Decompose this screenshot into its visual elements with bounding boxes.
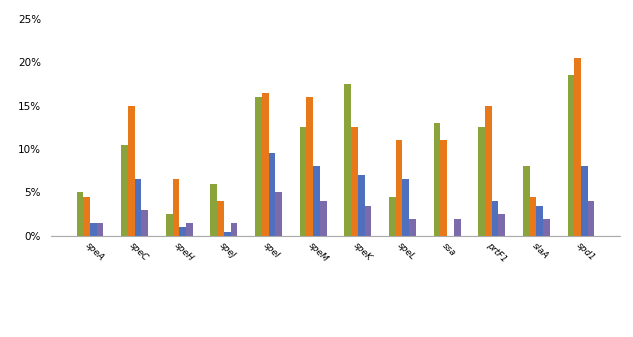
Bar xyxy=(498,214,505,236)
Bar xyxy=(268,153,275,236)
Bar xyxy=(77,192,83,236)
Bar xyxy=(358,175,365,236)
Bar xyxy=(492,201,498,236)
Bar xyxy=(97,223,103,236)
Bar xyxy=(90,223,97,236)
Bar xyxy=(224,232,230,236)
Bar xyxy=(179,227,186,236)
Bar xyxy=(441,141,447,236)
Bar xyxy=(141,210,148,236)
Bar xyxy=(396,141,403,236)
Bar xyxy=(344,84,351,236)
Bar xyxy=(230,223,237,236)
Bar xyxy=(306,97,313,236)
Bar xyxy=(217,201,224,236)
Bar xyxy=(485,105,492,236)
Bar xyxy=(574,58,581,236)
Bar xyxy=(211,184,217,236)
Bar xyxy=(530,197,536,236)
Bar xyxy=(588,201,594,236)
Bar xyxy=(351,127,358,236)
Bar xyxy=(186,223,192,236)
Bar xyxy=(300,127,306,236)
Bar xyxy=(83,197,90,236)
Bar xyxy=(135,179,141,236)
Bar xyxy=(479,127,485,236)
Bar xyxy=(568,75,574,236)
Bar xyxy=(389,197,396,236)
Bar xyxy=(173,179,179,236)
Bar xyxy=(581,166,588,236)
Bar xyxy=(409,218,416,236)
Bar xyxy=(320,201,327,236)
Bar xyxy=(365,206,371,236)
Bar xyxy=(313,166,320,236)
Bar xyxy=(536,206,543,236)
Bar xyxy=(128,105,135,236)
Bar xyxy=(121,145,128,236)
Legend: Colonização, Faringite/amigdalite, Pele/tecidos moles, Doença Invasiva: Colonização, Faringite/amigdalite, Pele/… xyxy=(147,335,523,337)
Bar xyxy=(543,218,550,236)
Bar xyxy=(262,93,268,236)
Bar xyxy=(255,97,262,236)
Bar xyxy=(275,192,282,236)
Bar xyxy=(434,123,441,236)
Bar xyxy=(403,179,409,236)
Bar xyxy=(166,214,173,236)
Bar xyxy=(454,218,460,236)
Bar xyxy=(523,166,530,236)
